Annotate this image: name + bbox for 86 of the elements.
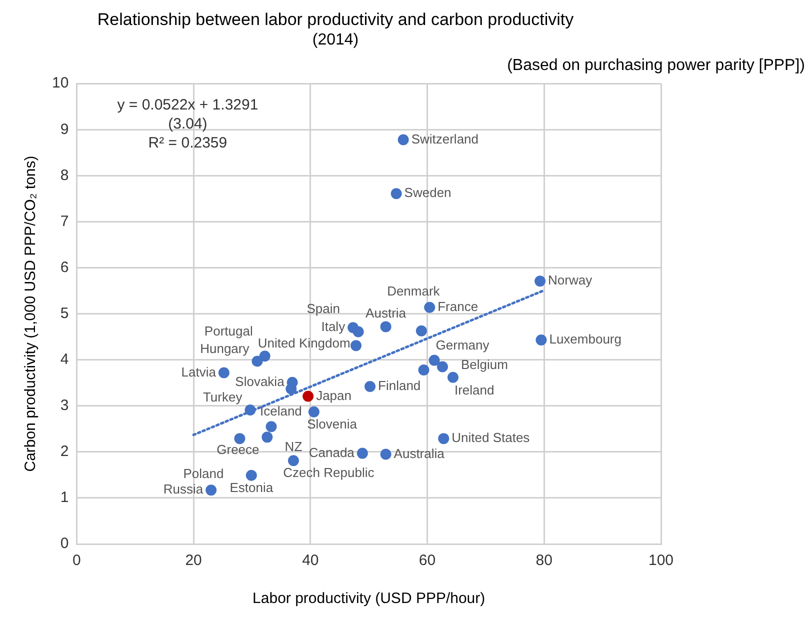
point bbox=[266, 421, 277, 432]
point bbox=[424, 302, 436, 313]
point bbox=[302, 390, 314, 402]
annotation: United Kingdom bbox=[258, 335, 350, 350]
annotation: Switzerland bbox=[411, 131, 479, 146]
x-tick-label: 80 bbox=[536, 552, 552, 570]
y-tick-label: 4 bbox=[60, 350, 69, 368]
x-axis-title: Labor productivity (USD PPP/hour) bbox=[252, 590, 486, 608]
point bbox=[536, 334, 547, 346]
annotation: Iceland bbox=[260, 403, 302, 418]
annotation: Italy bbox=[321, 319, 346, 334]
annotation: Latvia bbox=[181, 364, 217, 380]
chart-subtitle: (2014) bbox=[312, 31, 359, 48]
point bbox=[356, 448, 368, 459]
point bbox=[390, 188, 402, 200]
annotation: Denmark bbox=[387, 283, 440, 298]
point bbox=[246, 470, 257, 481]
x-tick-label: 60 bbox=[418, 552, 436, 570]
point bbox=[259, 350, 270, 362]
x-tick-label: 40 bbox=[302, 552, 319, 570]
annotation: Luxembourg bbox=[549, 332, 622, 347]
annotation: France bbox=[438, 298, 478, 314]
point bbox=[416, 325, 427, 336]
y-tick-label: 0 bbox=[60, 535, 69, 552]
annotation: Portugal bbox=[204, 324, 253, 339]
point bbox=[234, 433, 246, 444]
annotation: Spain bbox=[306, 301, 340, 316]
annotation: Slovenia bbox=[307, 416, 358, 432]
y-tick-label: 8 bbox=[60, 166, 69, 184]
y-tick-label: 6 bbox=[60, 258, 69, 276]
point bbox=[438, 433, 450, 444]
annotation: Hungary bbox=[200, 340, 250, 356]
point bbox=[364, 381, 376, 392]
point bbox=[418, 364, 430, 376]
point bbox=[288, 455, 299, 466]
annotation: NZ bbox=[284, 439, 302, 454]
annotation: Slovakia bbox=[235, 374, 286, 389]
annotation: Germany bbox=[436, 338, 490, 353]
annotation: Canada bbox=[308, 444, 356, 460]
y-tick-label: 10 bbox=[52, 74, 69, 92]
point bbox=[262, 432, 273, 443]
annotation: (3.04) bbox=[168, 116, 208, 133]
x-tick-label: 20 bbox=[185, 552, 202, 570]
point bbox=[252, 356, 263, 367]
annotation: Norway bbox=[548, 272, 593, 288]
point bbox=[428, 354, 440, 366]
y-axis-title: Carbon productivity (1,000 USD PPP/CO₂ tons) bbox=[22, 156, 40, 472]
point bbox=[206, 484, 217, 496]
point bbox=[348, 322, 359, 334]
text: (Based on purchasing power parity [PPP]) bbox=[507, 57, 805, 74]
annotation: R² = 0.2359 bbox=[148, 134, 228, 152]
point bbox=[380, 448, 392, 460]
y-tick-label: 7 bbox=[60, 212, 69, 230]
point bbox=[398, 134, 409, 146]
annotation: Greece bbox=[216, 442, 260, 458]
annotation: Sweden bbox=[404, 185, 452, 200]
annotation: Turkey bbox=[202, 390, 243, 405]
annotation: Russia bbox=[163, 482, 204, 497]
point bbox=[286, 383, 297, 394]
point bbox=[244, 404, 256, 416]
annotation: Australia bbox=[394, 446, 446, 461]
point bbox=[350, 340, 362, 352]
x-tick-label: 0 bbox=[72, 552, 81, 570]
annotation: y = 0.0522x + 1.3291 bbox=[117, 96, 258, 114]
point bbox=[218, 367, 230, 378]
annotation: Ireland bbox=[454, 382, 494, 398]
annotation: Czech Republic bbox=[283, 464, 375, 480]
point bbox=[380, 321, 392, 332]
point bbox=[447, 372, 458, 383]
annotation: Belgium bbox=[460, 356, 508, 372]
y-tick-label: 1 bbox=[60, 489, 69, 506]
chart-title: Relationship between labor productivity and carbon productivity bbox=[97, 10, 574, 29]
annotation: Estonia bbox=[230, 480, 274, 495]
point bbox=[436, 361, 448, 372]
y-tick-label: 2 bbox=[60, 443, 69, 460]
y-tick-label: 3 bbox=[60, 397, 69, 414]
annotation: Austria bbox=[366, 305, 407, 320]
point bbox=[534, 276, 546, 287]
annotation: Japan bbox=[316, 388, 352, 403]
annotation: Finland bbox=[378, 378, 421, 394]
y-tick-label: 9 bbox=[60, 120, 69, 138]
point bbox=[308, 406, 320, 418]
x-tick-label: 100 bbox=[648, 552, 674, 570]
y-tick-label: 5 bbox=[60, 304, 69, 322]
annotation: Poland bbox=[183, 466, 224, 482]
annotation: United States bbox=[452, 430, 530, 446]
